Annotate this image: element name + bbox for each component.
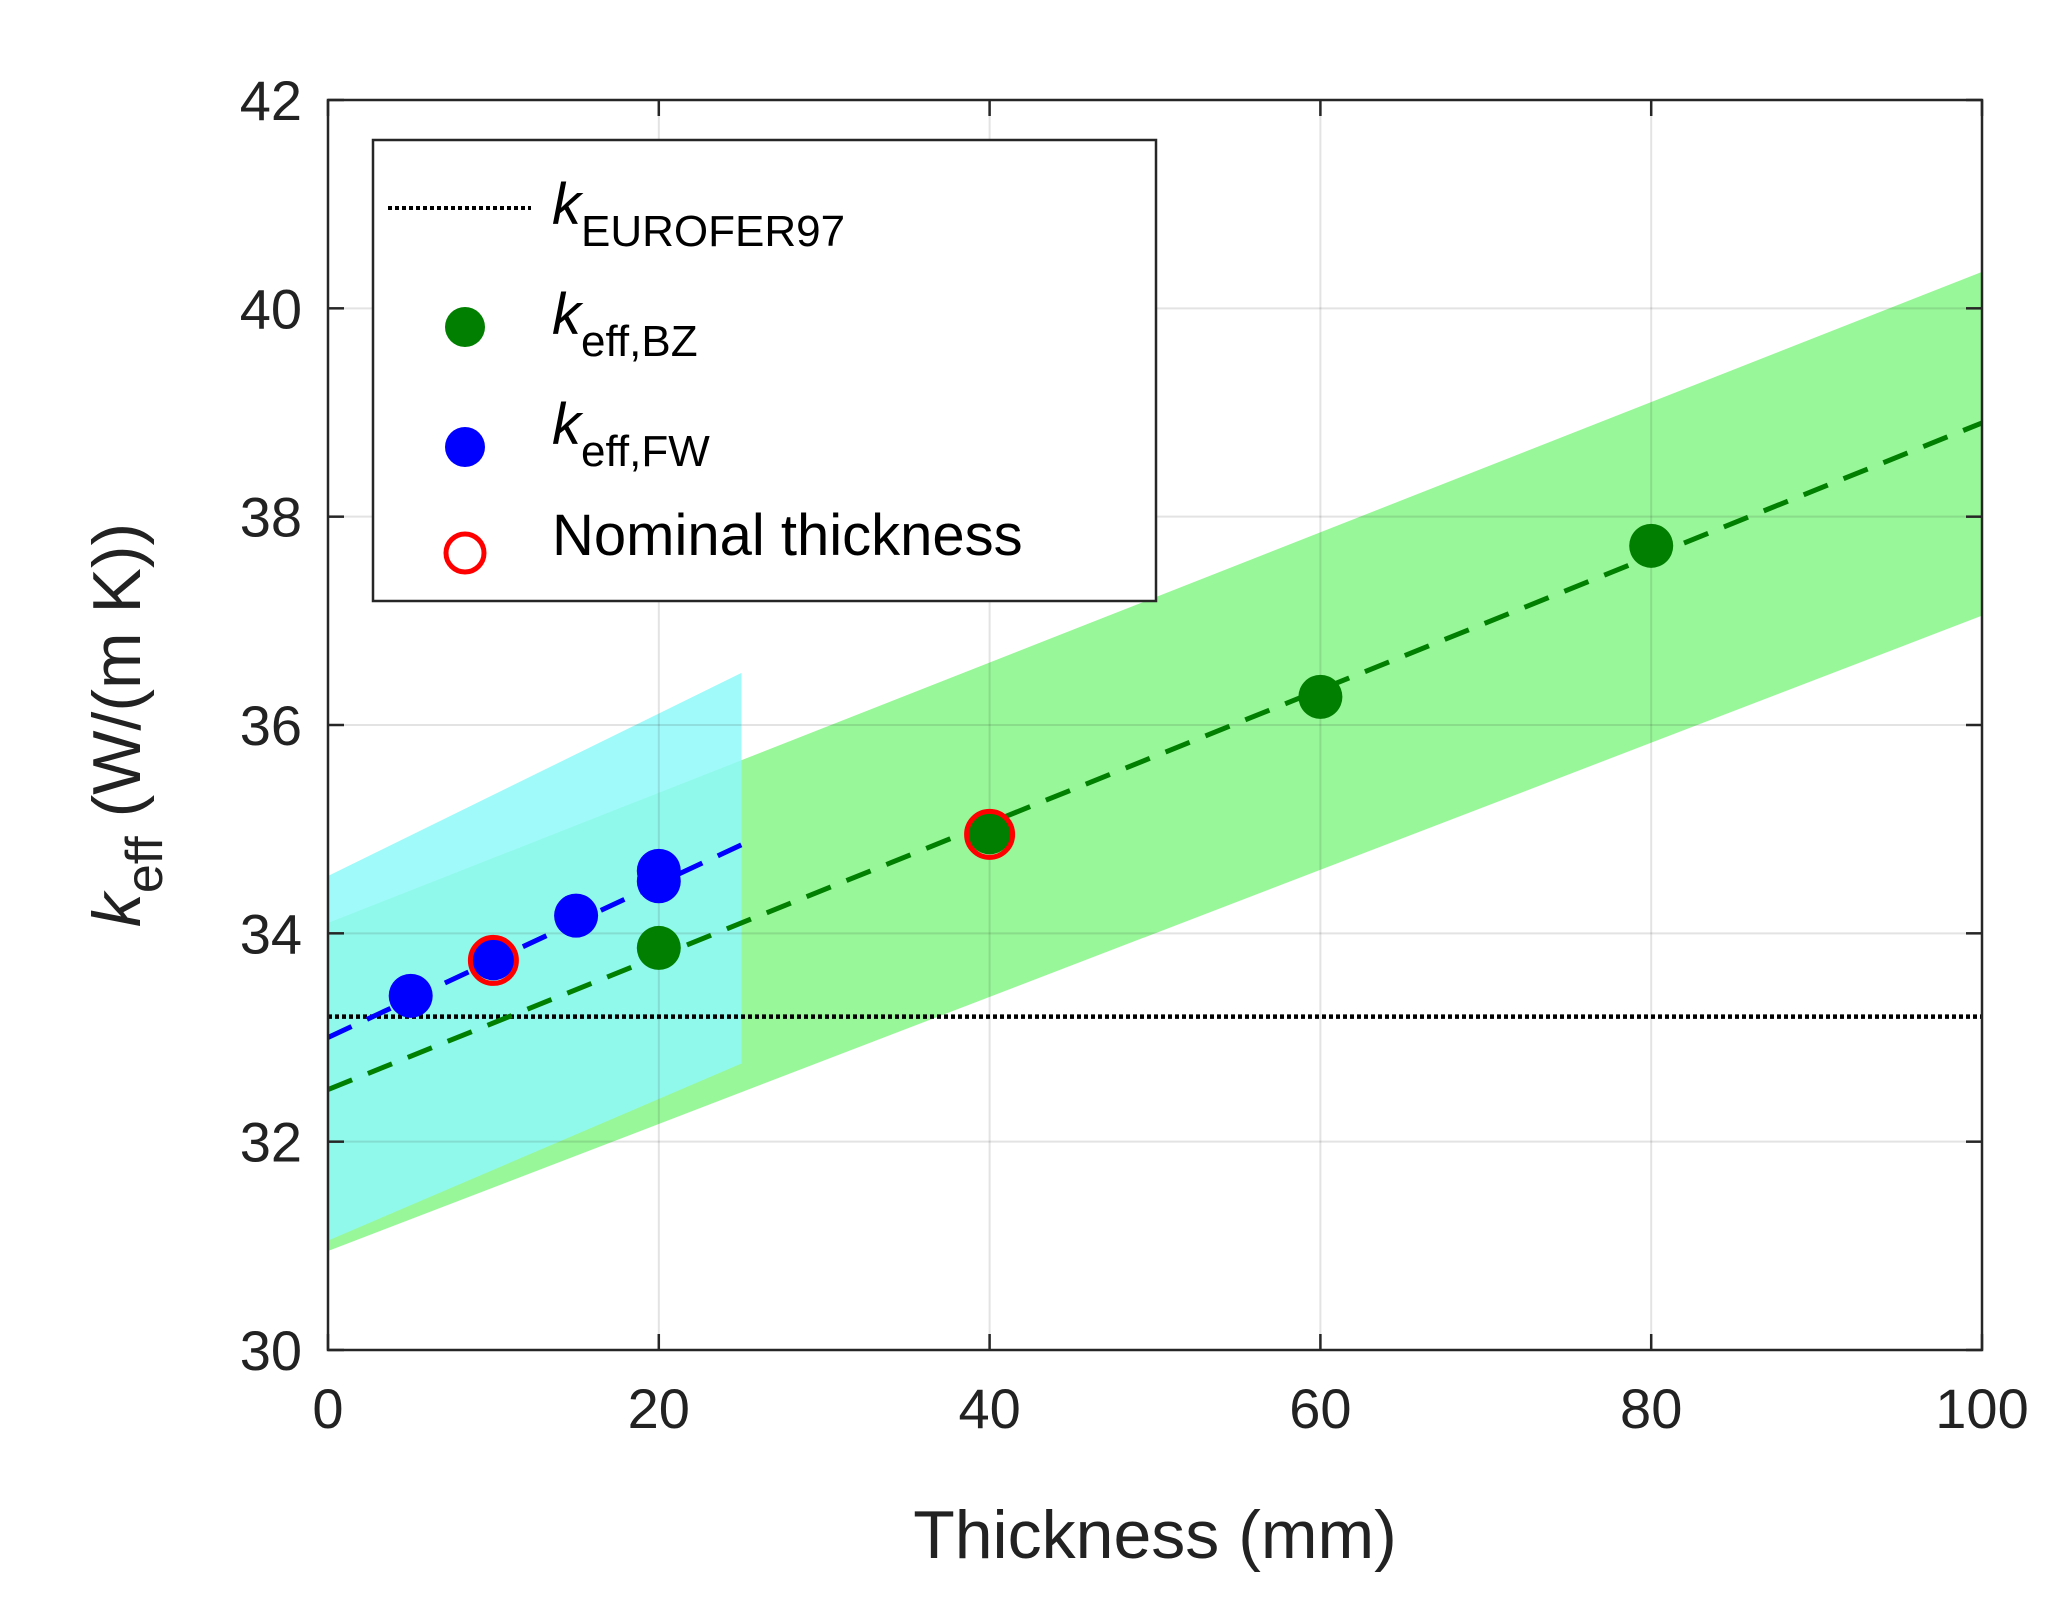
y-axis-title-subscript: eff	[116, 836, 174, 893]
y-tick-label-30: 30	[240, 1319, 302, 1382]
axis-ticks	[326, 98, 1984, 1352]
point-bz-1	[967, 810, 1012, 855]
point-nominal-1	[964, 808, 1016, 860]
y-tick-label-32: 32	[240, 1111, 302, 1174]
y-tick-label-38: 38	[240, 486, 302, 549]
y-tick-label-42: 42	[240, 69, 302, 132]
legend-ref-subscript: EUROFER97	[581, 207, 845, 256]
band-fw	[328, 672, 742, 1241]
y-tick-label-40: 40	[240, 277, 302, 340]
point-fw-4	[636, 848, 681, 893]
x-tick-label-0: 0	[312, 1377, 343, 1440]
legend-fw-marker	[445, 427, 485, 467]
point-bz-2	[1298, 674, 1343, 719]
legend-label-k-eff-bz: keff,BZ	[552, 282, 698, 366]
legend-bz-marker	[445, 307, 485, 347]
y-axis-title: keff (W/(m K))	[79, 523, 174, 927]
point-bz-3	[1629, 523, 1674, 568]
point-fw-0	[388, 973, 433, 1018]
legend-label-k-eurofer97: kEUROFER97	[552, 172, 845, 256]
x-tick-label-60: 60	[1289, 1377, 1351, 1440]
legend-bz-subscript: eff,BZ	[581, 317, 698, 366]
legend-nominal-marker	[443, 531, 487, 575]
point-bz-0	[636, 925, 681, 970]
legend-bz-symbol: k	[552, 282, 584, 347]
legend-label-k-eff-fw: keff,FW	[552, 392, 710, 476]
x-tick-labels: 0 20 40 60 80 100	[312, 1377, 2028, 1440]
y-tick-label-36: 36	[240, 694, 302, 757]
y-axis-title-symbol: k	[79, 890, 155, 927]
point-nominal-0	[467, 934, 519, 986]
fit-line-bz	[327, 420, 1983, 1092]
fit-lines	[326, 420, 1983, 1092]
legend-box	[371, 138, 1158, 603]
x-tick-label-20: 20	[628, 1377, 690, 1440]
y-tick-label-34: 34	[240, 902, 302, 965]
legend-fw-subscript: eff,FW	[581, 427, 710, 476]
point-fw-2	[554, 893, 599, 938]
confidence-bands	[328, 271, 1982, 1252]
x-tick-label-100: 100	[1935, 1377, 2028, 1440]
point-fw-1	[471, 936, 516, 981]
legend-fw-symbol: k	[552, 392, 584, 457]
y-axis-title-unit: (W/(m K))	[79, 523, 155, 836]
y-tick-labels: 30 32 34 36 38 40 42	[240, 69, 302, 1382]
fit-line-fw	[326, 842, 743, 1040]
x-tick-label-40: 40	[958, 1377, 1020, 1440]
legend-label-nominal-thickness: Nominal thickness	[552, 503, 1023, 568]
data-points	[388, 523, 1674, 1018]
x-tick-label-80: 80	[1620, 1377, 1682, 1440]
legend: kEUROFER97 keff,BZ keff,FW Nominal thick…	[371, 138, 1158, 603]
legend-ref-symbol: k	[552, 172, 584, 237]
x-axis-title: Thickness (mm)	[913, 1497, 1397, 1573]
